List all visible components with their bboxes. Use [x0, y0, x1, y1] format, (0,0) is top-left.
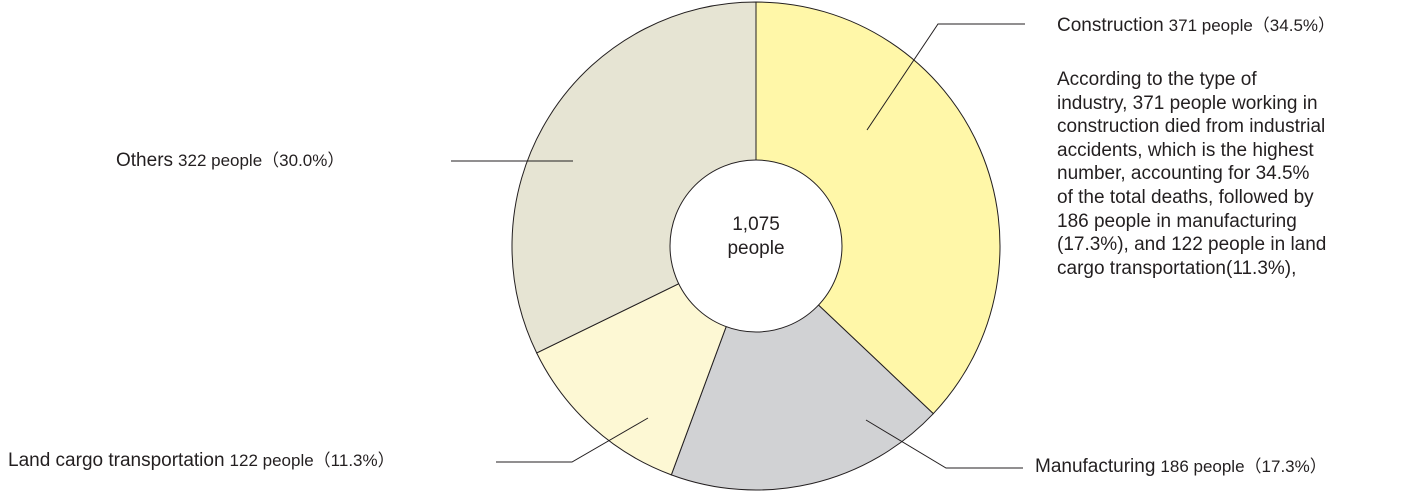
slice-category: Others — [116, 150, 174, 171]
slice-value: 186 people（17.3%） — [1160, 457, 1327, 476]
slice-label-manufacturing: Manufacturing 186 people（17.3%） — [1035, 456, 1327, 478]
donut-hole — [669, 159, 843, 333]
slice-value: 122 people（11.3%） — [229, 451, 395, 470]
leader-construction — [866, 23, 1025, 131]
leader-lines — [451, 23, 1025, 469]
slice-label-others: Others 322 people（30.0%） — [116, 150, 344, 172]
chart-annotation: According to the type of industry, 371 p… — [1057, 69, 1327, 279]
slice-construction — [755, 1, 1001, 415]
slice-category: Manufacturing — [1035, 456, 1156, 477]
slice-category: Land cargo transportation — [8, 450, 225, 471]
leader-land-cargo — [496, 417, 649, 463]
total-label: 1,075 people — [727, 214, 785, 259]
slice-category: Construction — [1057, 15, 1164, 36]
slice-label-construction: Construction 371 people（34.5%） — [1057, 15, 1335, 37]
slice-label-land-cargo: Land cargo transportation 122 people（11.3… — [8, 450, 395, 472]
slice-value: 322 people（30.0%） — [178, 151, 345, 170]
leader-manufacturing — [865, 419, 1023, 469]
slice-value: 371 people（34.5%） — [1168, 16, 1336, 35]
